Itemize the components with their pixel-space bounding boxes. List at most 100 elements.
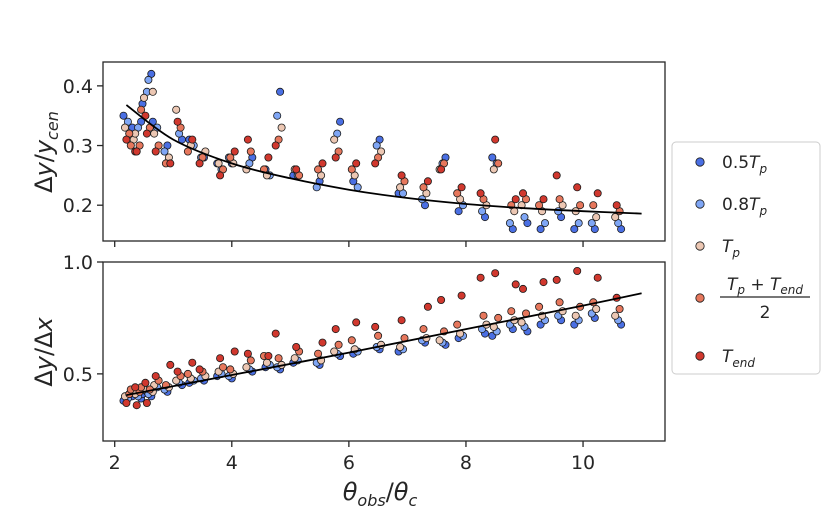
bottom-series-tp-point: [262, 358, 271, 367]
top-series-mid-point: [453, 189, 462, 198]
bottom-series-tp-point: [517, 318, 526, 327]
bottom-series-tend-point: [216, 354, 225, 363]
top-series-tend-point: [142, 129, 151, 138]
top-series-tend-point: [166, 159, 175, 168]
bottom-series-tend-point: [195, 365, 204, 374]
bottom-series-mid-point: [226, 365, 235, 374]
bottom-series-tend-point: [371, 322, 380, 331]
top-series-08tp-point: [273, 111, 282, 120]
bottom-series-tend-point: [131, 383, 140, 392]
bottom-series-mid-point: [419, 325, 428, 334]
bottom-series-mid-point: [183, 369, 192, 378]
top-y-axis-label: Δy/ycen: [30, 111, 62, 193]
top-series-mid-point: [347, 165, 356, 174]
bottom-series-tend-point: [230, 347, 239, 356]
bottom-series-tend-point: [141, 378, 150, 387]
legend-marker: [695, 351, 705, 361]
bottom-series-mid-point: [555, 298, 564, 307]
bottom-series-tend-point: [318, 338, 327, 347]
bottom-series-mid-point: [535, 302, 544, 311]
bottom-panel: 2 4 6 8 10 0.5 1.0: [63, 252, 666, 474]
top-series-tp-point: [396, 183, 405, 192]
bottom-y-axis-label: Δy/Δx: [30, 317, 58, 387]
bottom-series-tp-point: [435, 336, 444, 345]
bottom-series-mid-point: [347, 336, 356, 345]
bottom-series-tend-point: [552, 275, 561, 284]
top-series-tp-point: [489, 165, 498, 174]
top-series-tend-point: [264, 153, 273, 162]
legend-marker: [695, 293, 705, 303]
top-scatter-points: [119, 69, 626, 234]
bottom-series-tend-point: [593, 273, 602, 282]
top-series-tend-point: [352, 159, 361, 168]
top-series-tend-point: [318, 159, 327, 168]
bottom-series-tend-point: [132, 401, 141, 410]
top-series-mid-point: [576, 201, 585, 210]
bottom-series-tend-point: [491, 269, 500, 278]
top-series-tend-point: [216, 171, 225, 180]
bottom-fit-curve: [126, 292, 642, 396]
top-series-mid-point: [494, 159, 503, 168]
top-series-tp-point: [172, 105, 181, 114]
top-series-tend-point: [122, 135, 131, 144]
top-series-05tp-point: [488, 153, 497, 162]
top-series-08tp-point: [541, 219, 550, 228]
y-tick-label: 0.2: [63, 195, 93, 217]
bottom-series-tp-point: [611, 311, 620, 320]
top-series-08tp-point: [505, 219, 514, 228]
bottom-series-tend-point: [173, 367, 182, 376]
top-series-mid-point: [589, 201, 598, 210]
x-tick-label: 6: [343, 452, 355, 474]
top-series-tend-point: [511, 195, 520, 204]
x-tick-label: 8: [460, 452, 472, 474]
bottom-series-mid-point: [274, 354, 283, 363]
bottom-series-tp-point: [571, 311, 580, 320]
bottom-series-tp-point: [242, 363, 251, 372]
top-series-tend-point: [573, 183, 582, 192]
bottom-plot-frame: [102, 261, 666, 442]
bottom-series-tend-point: [539, 278, 548, 287]
legend: 0.5Tp 0.8Tp Tp Tp + Tend 2 Tend: [671, 141, 821, 375]
bottom-series-tend-point: [188, 358, 197, 367]
top-series-tend-point: [243, 135, 252, 144]
top-series-mid-point: [555, 195, 564, 204]
top-series-tp-point: [277, 123, 286, 132]
y-tick-label: 0.3: [63, 136, 93, 158]
top-series-mid-point: [126, 141, 135, 150]
bottom-series-tend-point: [166, 360, 175, 369]
bottom-series-tend-point: [423, 302, 432, 311]
top-series-05tp-point: [336, 117, 345, 126]
x-tick-label: 10: [571, 452, 595, 474]
top-series-tend-point: [519, 189, 528, 198]
top-series-tend-point: [457, 183, 466, 192]
bottom-series-tend-point: [122, 398, 131, 407]
legend-label: Tend: [722, 347, 755, 370]
top-series-mid-point: [419, 183, 428, 192]
top-fit-curve: [125, 104, 642, 215]
top-series-tp-point: [592, 213, 601, 222]
bottom-series-mid-point: [314, 349, 323, 358]
bottom-series-tend-point: [142, 398, 151, 407]
top-series-05tp-point: [536, 225, 545, 234]
top-series-tend-point: [195, 159, 204, 168]
bottom-series-tend-point: [243, 349, 252, 358]
y-tick-label: 1.0: [63, 252, 93, 274]
top-series-tend-point: [188, 135, 197, 144]
legend-marker: [695, 157, 705, 167]
bottom-series-mid-point: [334, 340, 343, 349]
top-series-tend-point: [271, 141, 280, 150]
y-tick-label: 0.4: [63, 76, 93, 98]
top-series-tp-point: [148, 87, 157, 96]
bottom-series-tend-point: [292, 342, 301, 351]
top-series-tend-point: [423, 177, 432, 186]
top-series-tend-point: [539, 195, 548, 204]
legend-frame: [671, 141, 821, 375]
legend-label-fraction-numerator: Tp + Tend: [727, 275, 803, 297]
bottom-series-mid-point: [453, 320, 462, 329]
bottom-series-tend-point: [271, 329, 280, 338]
top-series-mid-point: [183, 147, 192, 156]
legend-marker: [695, 241, 705, 251]
bottom-series-mid-point: [218, 363, 227, 372]
top-series-tp-point: [330, 135, 339, 144]
